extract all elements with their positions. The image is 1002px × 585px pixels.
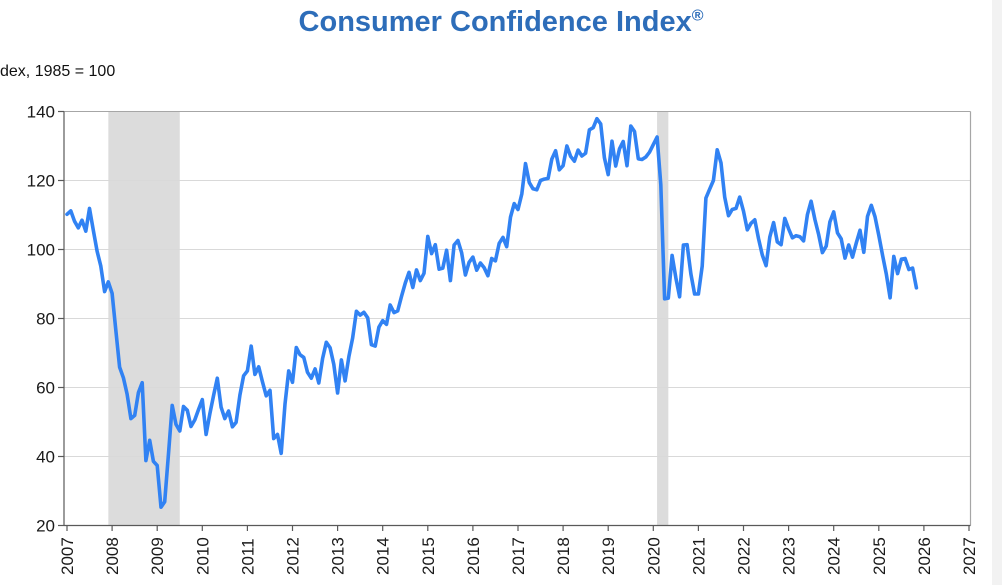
x-tick-label: 2013	[329, 537, 348, 575]
x-tick-label: 2010	[193, 537, 212, 575]
x-tick-label: 2011	[238, 538, 257, 575]
x-tick-label: 2016	[464, 537, 483, 575]
x-tick-label: 2009	[148, 537, 167, 575]
chart-title-text: Consumer Confidence Index	[298, 6, 692, 38]
x-tick-label: 2008	[103, 537, 122, 575]
y-tick-label: 120	[27, 172, 55, 191]
x-tick-label: 2019	[599, 537, 618, 575]
chart-title: Consumer Confidence Index®	[0, 6, 1002, 39]
y-tick-label: 20	[36, 517, 55, 536]
x-tick-label: 2025	[870, 537, 889, 575]
x-tick-label: 2018	[554, 537, 573, 575]
y-tick-label: 140	[27, 103, 55, 122]
y-tick-label: 60	[36, 379, 55, 398]
x-tick-label: 2007	[58, 537, 77, 575]
x-tick-label: 2017	[509, 537, 528, 575]
registered-trademark-symbol: ®	[691, 7, 704, 25]
x-tick-label: 2015	[419, 537, 438, 575]
right-edge-strip	[992, 0, 1002, 585]
y-tick-label: 80	[36, 310, 55, 329]
y-tick-label: 100	[27, 241, 55, 260]
cci-line-series	[65, 116, 919, 509]
x-tick-label: 2020	[644, 537, 663, 575]
x-tick-label: 2021	[689, 537, 708, 575]
x-tick-label: 2014	[374, 537, 393, 575]
x-tick-label: 2024	[825, 537, 844, 575]
x-tick-label: 2022	[735, 537, 754, 575]
x-tick-label: 2026	[915, 537, 934, 575]
y-tick-label: 40	[36, 448, 55, 467]
y-axis-note: dex, 1985 = 100	[0, 63, 116, 80]
x-tick-label: 2012	[284, 537, 303, 575]
x-tick-label: 2023	[780, 537, 799, 575]
x-tick-label: 2027	[960, 537, 979, 575]
